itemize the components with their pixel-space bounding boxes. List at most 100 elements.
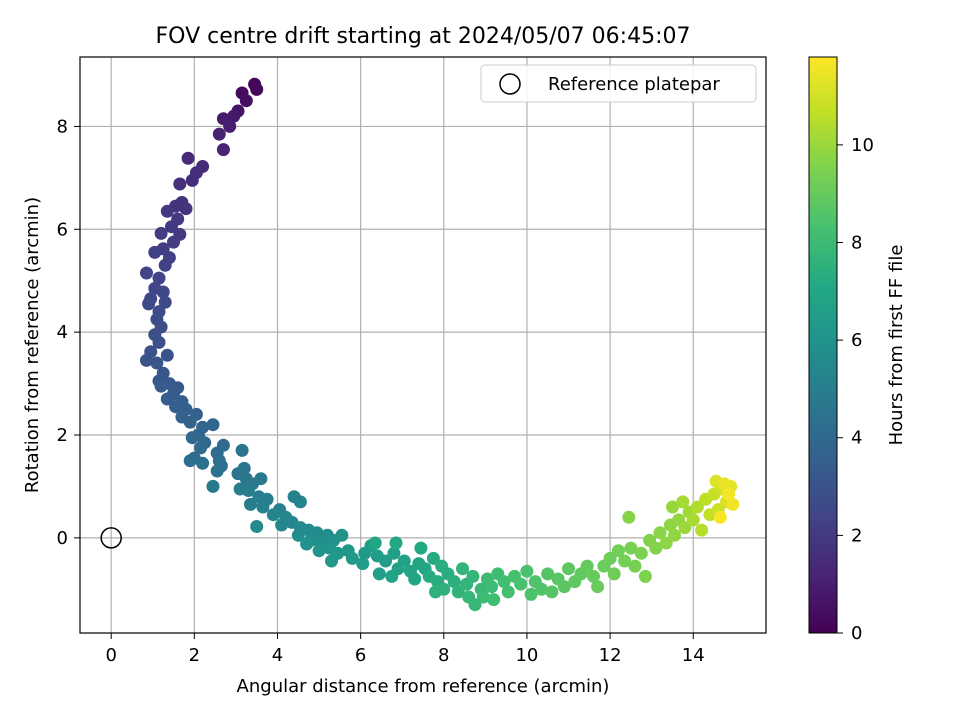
- x-tick-label: 2: [189, 645, 200, 666]
- data-point: [183, 415, 197, 429]
- x-tick-label: 0: [105, 645, 116, 666]
- data-point: [210, 464, 224, 478]
- data-point: [426, 551, 440, 565]
- data-point: [235, 443, 249, 457]
- legend-entry-reference: Reference platepar: [548, 74, 720, 95]
- data-point: [312, 544, 326, 558]
- data-point: [154, 226, 168, 240]
- data-point: [618, 554, 632, 568]
- data-point: [206, 418, 220, 432]
- data-point: [185, 431, 199, 445]
- data-point: [451, 585, 465, 599]
- data-point: [266, 508, 280, 522]
- grid: [80, 57, 766, 633]
- data-point: [397, 554, 411, 568]
- data-point: [387, 546, 401, 560]
- data-point: [152, 335, 166, 349]
- data-point: [634, 546, 648, 560]
- data-point: [580, 559, 594, 573]
- reference-marker: [100, 527, 122, 549]
- data-point: [152, 271, 166, 285]
- colorbar-ticks: 0 2 4 6 8 10: [837, 135, 874, 644]
- data-point: [587, 569, 600, 583]
- x-tick-label: 10: [515, 645, 538, 666]
- data-point: [497, 575, 511, 589]
- data-point: [695, 523, 709, 537]
- data-point: [250, 82, 264, 96]
- data-point: [148, 245, 162, 259]
- data-point: [668, 528, 681, 542]
- data-point: [150, 356, 164, 370]
- data-point: [154, 379, 168, 393]
- data-point: [690, 500, 704, 514]
- data-point: [468, 598, 482, 612]
- data-point: [165, 220, 178, 234]
- data-point: [227, 109, 241, 123]
- data-point: [196, 456, 210, 470]
- data-point: [250, 520, 264, 533]
- data-point: [335, 528, 349, 542]
- data-point: [293, 495, 307, 509]
- data-point: [624, 541, 638, 555]
- data-point: [520, 564, 534, 578]
- data-point: [649, 541, 663, 555]
- x-tick-label: 6: [355, 645, 366, 666]
- data-point: [476, 590, 490, 604]
- legend-box: [480, 64, 757, 103]
- data-point: [726, 497, 740, 511]
- data-point: [611, 544, 625, 558]
- data-point: [638, 569, 652, 583]
- data-point: [223, 119, 237, 133]
- data-point: [717, 477, 731, 491]
- data-point: [179, 202, 193, 216]
- data-point: [239, 94, 253, 108]
- data-point: [194, 441, 208, 455]
- data-point: [160, 348, 174, 362]
- data-point: [653, 526, 667, 540]
- data-point: [140, 266, 153, 280]
- y-tick-label: 4: [57, 322, 68, 343]
- x-tick-label: 14: [682, 645, 705, 666]
- x-axis-label: Angular distance from reference (arcmin): [237, 676, 610, 697]
- data-point: [535, 582, 548, 596]
- colorbar-tick-label: 4: [851, 428, 862, 449]
- data-point: [501, 585, 515, 599]
- data-point: [356, 557, 370, 571]
- colorbar-tick-label: 10: [851, 135, 874, 156]
- data-point: [713, 510, 727, 524]
- data-point: [241, 484, 255, 497]
- colorbar-tick-label: 0: [851, 623, 862, 644]
- data-point: [181, 151, 195, 165]
- colorbar-tick-label: 2: [851, 525, 862, 546]
- data-point: [722, 487, 736, 501]
- data-point: [372, 567, 386, 581]
- data-point: [206, 479, 220, 493]
- colorbar-tick-label: 8: [851, 232, 862, 253]
- data-point: [429, 585, 442, 599]
- data-point: [541, 567, 555, 581]
- data-point: [160, 204, 174, 218]
- data-point: [447, 575, 461, 589]
- data-point: [607, 567, 621, 581]
- data-point: [408, 572, 422, 586]
- data-point: [275, 518, 289, 532]
- data-point: [142, 297, 156, 311]
- legend: Reference platepar: [480, 64, 757, 103]
- plot-frame: [79, 56, 767, 634]
- reference-layer: [100, 527, 122, 549]
- data-point: [466, 569, 480, 583]
- data-point: [385, 569, 399, 583]
- legend-marker-open-circle-icon: [499, 73, 521, 95]
- colorbar: 0 2 4 6 8 10 Hours from first FF file: [808, 56, 907, 644]
- data-point: [414, 541, 428, 555]
- x-tick-label: 8: [438, 645, 449, 666]
- data-point: [562, 562, 575, 576]
- data-point: [545, 585, 559, 599]
- data-point: [379, 554, 393, 568]
- colorbar-tick-label: 6: [851, 330, 862, 351]
- chart-title: FOV centre drift starting at 2024/05/07 …: [156, 24, 691, 49]
- colorbar-frame: [808, 56, 838, 634]
- y-tick-label: 8: [57, 116, 68, 137]
- data-point: [514, 577, 528, 591]
- data-point: [678, 521, 692, 535]
